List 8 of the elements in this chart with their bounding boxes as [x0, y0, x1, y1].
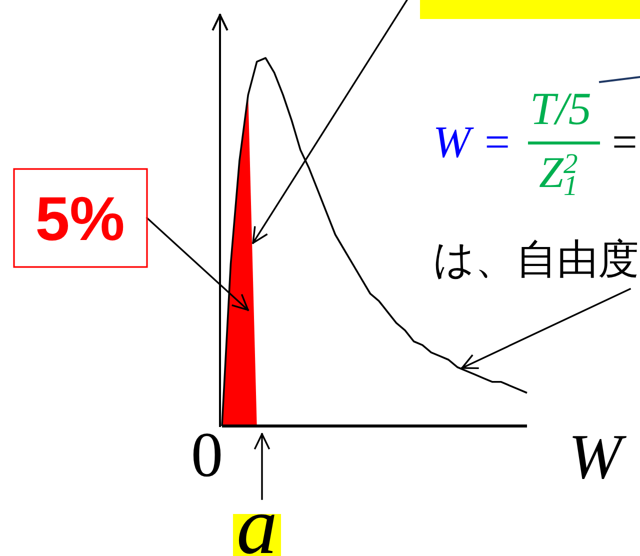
text: = [612, 117, 638, 167]
text: 5% [35, 185, 125, 254]
annotation: 0 [191, 419, 223, 490]
annotation: は、自由度 [433, 235, 639, 283]
annotation: W = [433, 117, 512, 167]
text: a [236, 480, 278, 556]
x-axis-title: W [568, 421, 628, 492]
text: T/5 [530, 83, 592, 134]
